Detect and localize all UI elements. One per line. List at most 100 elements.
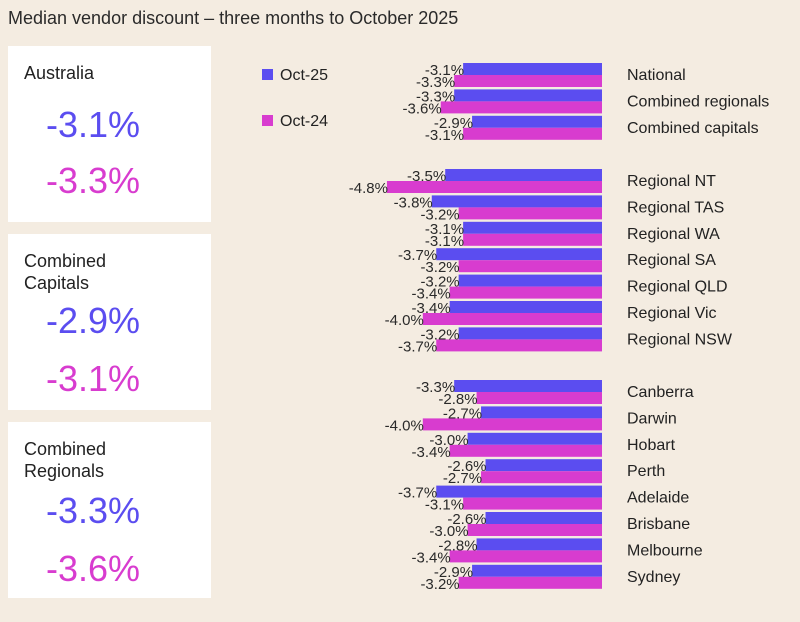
data-label-oct24: -3.2% [420,206,459,223]
category-label: Hobart [627,437,676,454]
bar-oct25 [458,327,602,340]
category-label: Regional TAS [627,199,724,216]
bar-oct24 [458,207,602,220]
category-label: Combined capitals [627,120,759,137]
data-label-oct25: -3.1% [425,62,464,79]
category-label: Regional Vic [627,305,717,322]
category-label: Regional SA [627,252,716,269]
data-label-oct24: -4.0% [385,312,424,329]
bar-oct24 [463,497,602,510]
bar-oct24 [449,444,602,457]
data-label-oct25: -3.7% [398,247,437,264]
bar-oct25 [445,169,602,181]
bar-oct24 [463,127,602,140]
data-label-oct25: -3.2% [420,326,459,343]
bar-oct25 [431,195,602,208]
data-label-oct24: -3.0% [429,523,468,540]
card-combined-regionals: Combined Regionals -3.3% -3.6% [8,422,211,598]
card-oct25-value: -3.1% [46,104,141,145]
bar-oct25 [454,380,602,392]
bar-oct25 [458,274,602,287]
bar-oct24 [467,524,602,536]
category-label: Combined regionals [627,93,769,110]
data-label-oct24: -3.2% [420,576,459,593]
data-label-oct24: -4.0% [385,417,424,434]
bar-oct25 [467,432,602,445]
data-label-oct25: -2.9% [434,564,473,581]
legend-label-oct25: Oct-25 [280,67,328,84]
bar-oct24 [458,576,602,589]
bar-oct24 [449,286,602,299]
data-label-oct25: -3.7% [398,485,437,502]
data-label-oct25: -2.6% [447,458,486,475]
bar-oct25 [454,89,602,102]
bar-oct25 [472,115,602,128]
card-oct24-value: -3.3% [46,160,141,201]
category-label: Regional WA [627,226,720,243]
category-label: Adelaide [627,490,689,507]
bar-oct25 [485,459,602,472]
data-label-oct25: -3.0% [429,432,468,449]
bar-oct25 [463,221,602,234]
card-australia: Australia -3.1% -3.3% [8,46,211,222]
card-combined-capitals: Combined Capitals -2.9% -3.1% [8,234,211,410]
data-label-oct25: -2.9% [434,115,473,132]
category-label: Darwin [627,410,677,427]
data-label-oct24: -4.8% [349,180,388,197]
data-label-oct24: -3.1% [425,233,464,250]
data-label-oct24: -2.7% [443,470,482,487]
data-label-oct24: -3.6% [403,100,442,117]
card-name: Australia [24,63,95,83]
data-label-oct25: -2.7% [443,405,482,422]
legend-label-oct24: Oct-24 [280,113,328,130]
bar-oct24 [454,75,602,87]
data-label-oct24: -3.1% [425,497,464,514]
category-label: Sydney [627,569,680,586]
category-label: Canberra [627,384,694,401]
bar-oct25 [476,538,602,551]
data-label-oct24: -3.4% [411,444,450,461]
data-label-oct25: -3.5% [407,168,446,185]
legend-swatch-oct25 [262,69,273,80]
data-label-oct24: -3.7% [398,338,437,355]
data-label-oct24: -3.2% [420,259,459,276]
bar-oct25 [436,485,602,498]
category-label: Regional NSW [627,331,733,348]
bar-oct25 [481,406,602,419]
bar-oct25 [449,301,602,313]
bar-oct25 [463,63,602,75]
category-label: Brisbane [627,516,690,533]
card-oct25-value: -3.3% [46,490,141,531]
data-label-oct25: -2.6% [447,511,486,528]
bar-oct24 [463,233,602,246]
bar-oct25 [436,248,602,261]
card-name: Combined Capitals [24,251,107,293]
bar-oct24 [422,418,602,431]
data-label-oct25: -3.1% [425,221,464,238]
data-label-oct25: -3.3% [416,88,455,105]
category-label: Melbourne [627,542,703,559]
bar-oct24 [458,260,602,273]
data-label-oct25: -3.2% [420,274,459,291]
data-label-oct24: -3.4% [411,549,450,566]
bar-oct25 [472,564,602,577]
bar-oct24 [436,339,602,352]
data-label-oct24: -2.8% [438,391,477,408]
chart-title: Median vendor discount – three months to… [8,8,459,28]
bar-oct24 [476,392,602,404]
bar-oct24 [449,550,602,563]
bar-oct24 [440,101,602,114]
category-label: Regional QLD [627,279,728,296]
data-label-oct24: -3.1% [425,127,464,144]
category-label: Perth [627,463,665,480]
category-label: National [627,67,686,84]
legend-swatch-oct24 [262,115,273,126]
card-oct24-value: -3.1% [46,358,141,399]
bar-oct25 [485,512,602,524]
card-oct24-value: -3.6% [46,548,141,589]
card-oct25-value: -2.9% [46,300,141,341]
data-label-oct24: -3.4% [411,286,450,303]
category-label: Regional NT [627,173,716,190]
